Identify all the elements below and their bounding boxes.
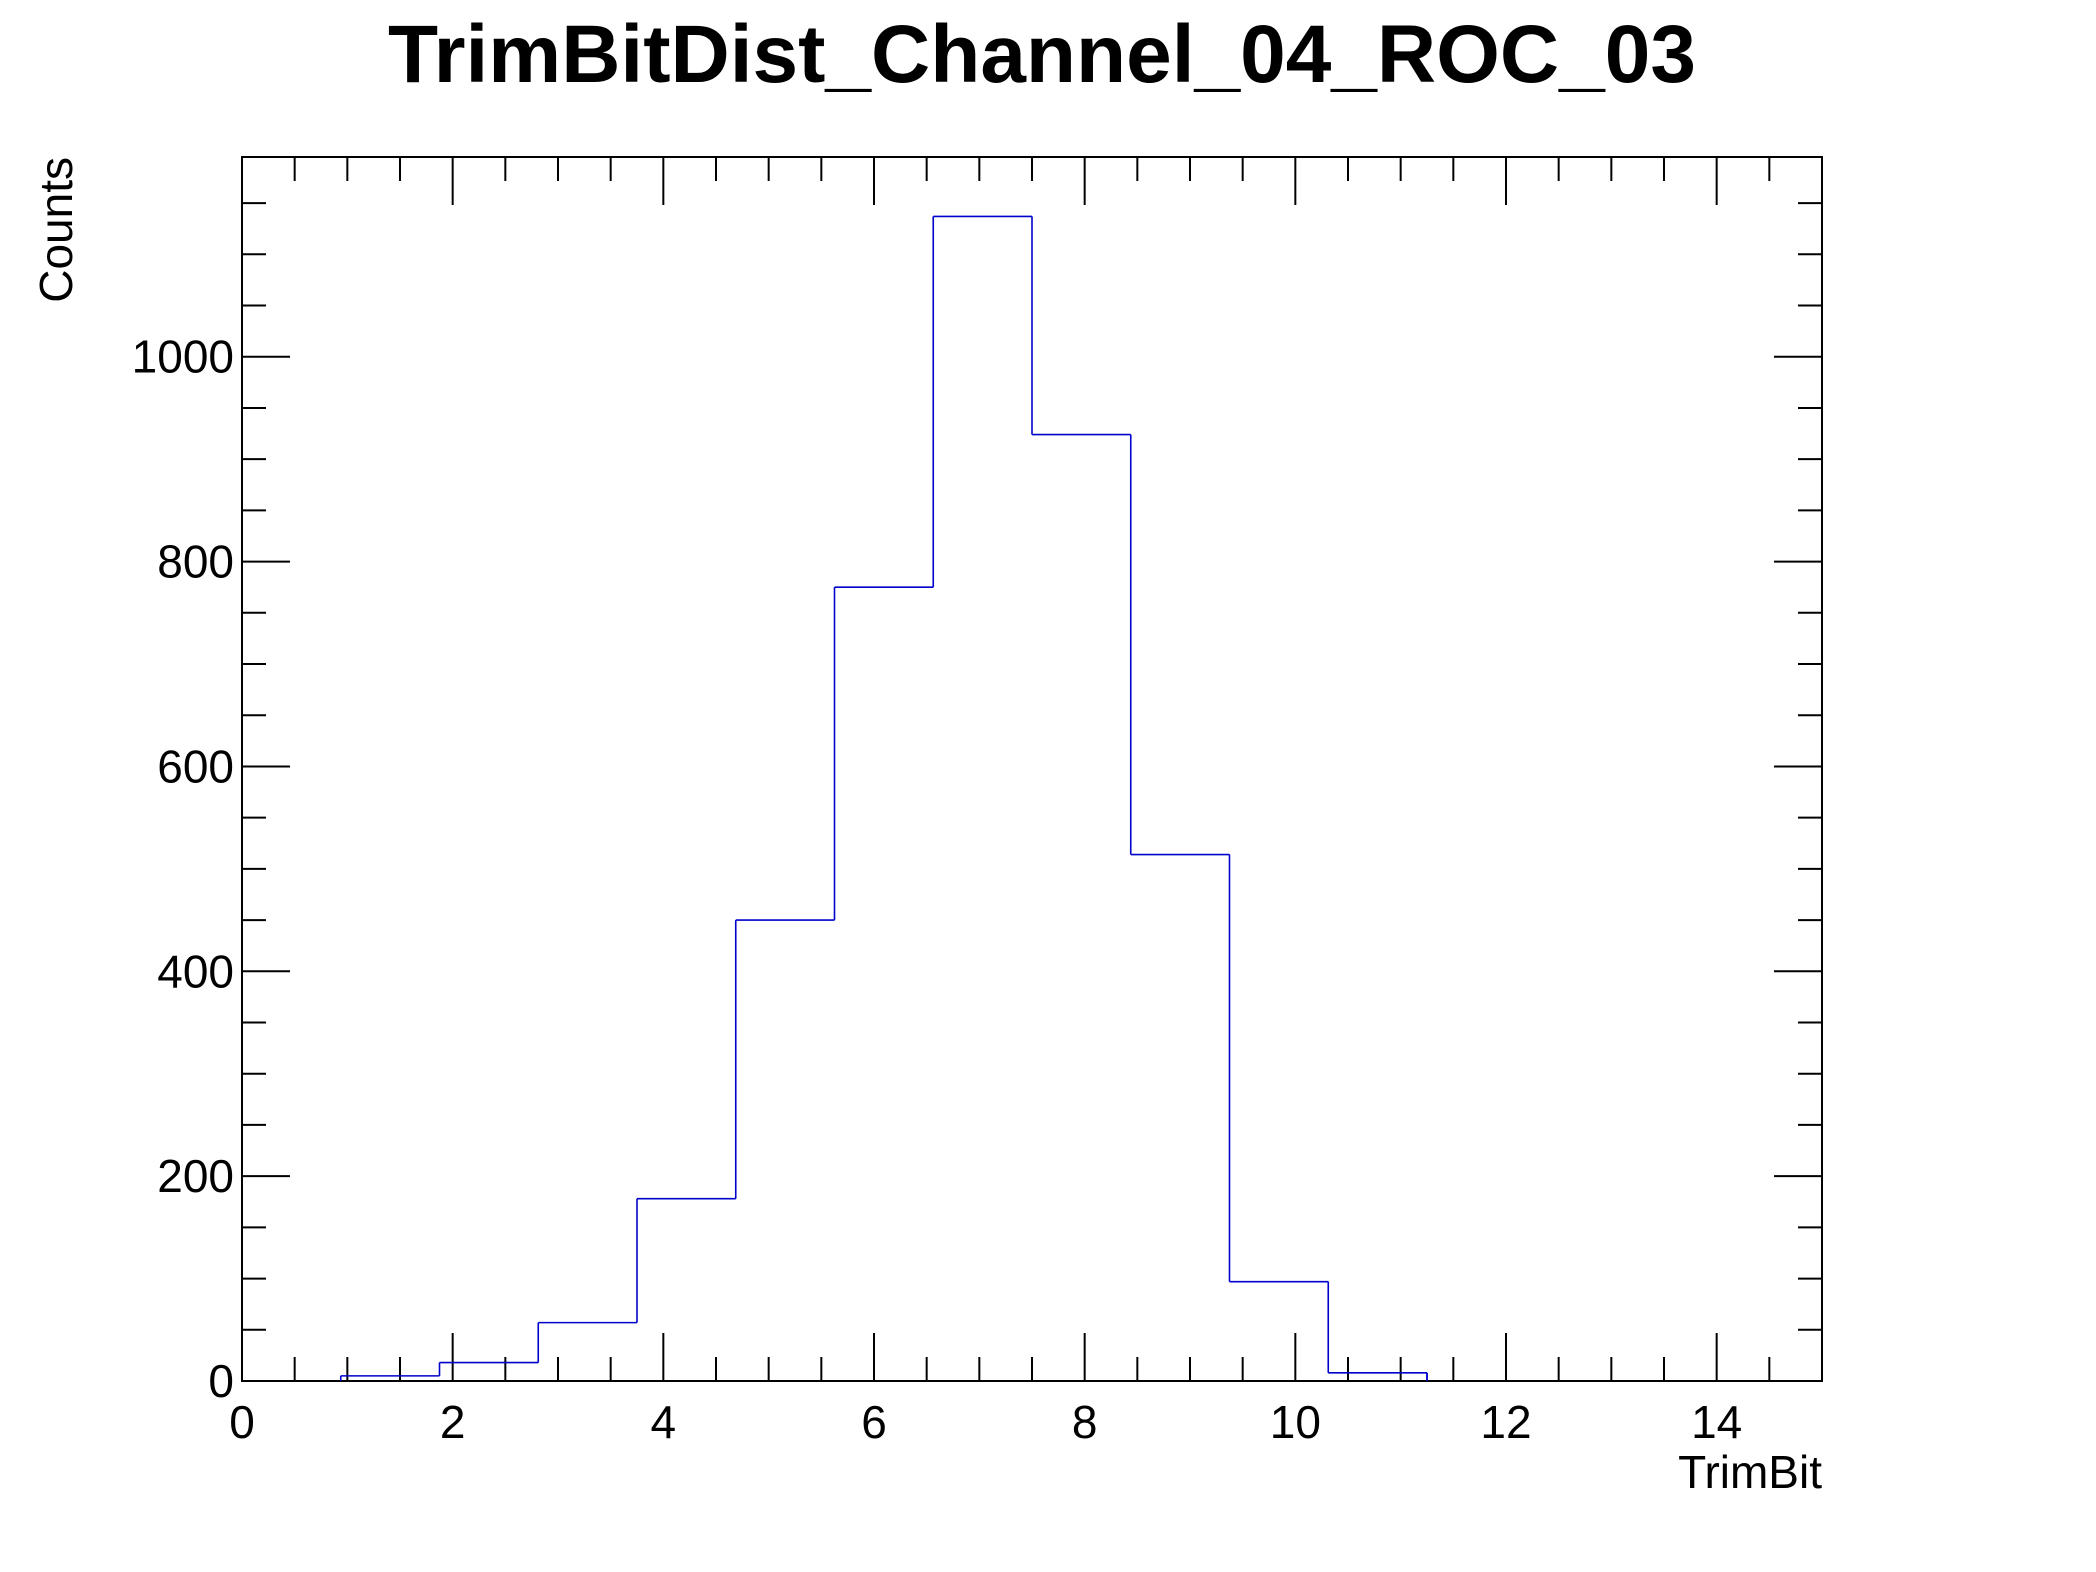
histogram-bin (1228, 854, 1329, 1283)
x-tick-label: 0 (229, 1396, 255, 1448)
y-tick-label: 800 (157, 536, 234, 588)
y-tick-label: 600 (157, 740, 234, 792)
x-tick-label: 8 (1072, 1396, 1098, 1448)
y-tick-label: 400 (157, 945, 234, 997)
tick-labels: 0 2 4 6 8 10 12 14 0 200 400 600 800 1000 (132, 331, 1743, 1448)
y-tick-label: 0 (208, 1355, 234, 1407)
histogram-bin (537, 1321, 637, 1363)
histogram-bin (932, 215, 1032, 588)
axis-ticks (241, 157, 1823, 1382)
x-tick-label: 6 (861, 1396, 887, 1448)
histogram-bin (1031, 216, 1131, 436)
y-tick-label: 1000 (132, 331, 234, 383)
x-tick-label: 10 (1270, 1396, 1321, 1448)
histogram-bin (339, 1375, 440, 1381)
x-axis-label: TrimBit (1678, 1446, 1822, 1498)
histogram-bin (1327, 1281, 1428, 1381)
histogram-bars (339, 215, 1428, 1381)
histogram-bin (636, 1197, 736, 1323)
x-tick-label: 4 (651, 1396, 677, 1448)
chart-title: TrimBitDist_Channel_04_ROC_03 (388, 9, 1696, 100)
histogram-bin (734, 919, 835, 1199)
x-tick-label: 12 (1480, 1396, 1531, 1448)
x-tick-label: 2 (440, 1396, 466, 1448)
histogram-bin (833, 586, 934, 921)
x-tick-label: 14 (1691, 1396, 1742, 1448)
histogram-bin (1129, 434, 1230, 856)
y-axis-label: Counts (30, 157, 82, 303)
y-tick-label: 200 (157, 1150, 234, 1202)
histogram-bin (438, 1361, 539, 1376)
